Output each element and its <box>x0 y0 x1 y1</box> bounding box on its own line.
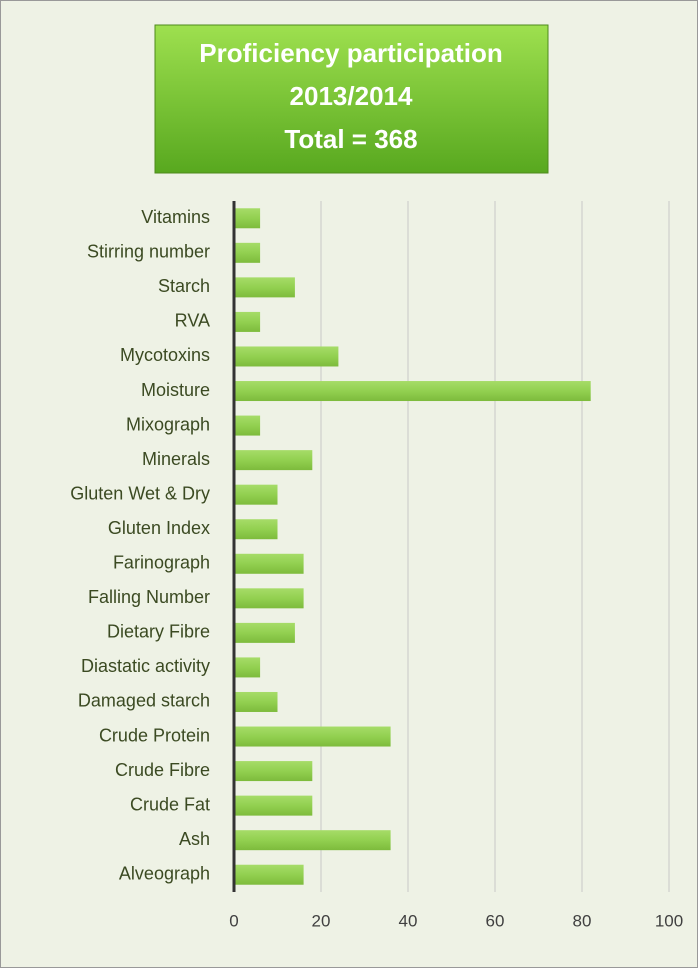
bar <box>234 381 591 402</box>
bar <box>234 864 304 885</box>
y-tick-label: Gluten Wet & Dry <box>70 483 210 503</box>
y-tick-label: Farinograph <box>113 553 210 573</box>
bar <box>234 450 313 471</box>
bar <box>234 691 278 712</box>
y-tick-label: Minerals <box>142 449 210 469</box>
y-tick-label: Crude Fibre <box>115 760 210 780</box>
y-tick-label: Starch <box>158 276 210 296</box>
bar <box>234 208 261 229</box>
y-tick-label: Crude Fat <box>130 794 210 814</box>
bar <box>234 311 261 332</box>
y-tick-label: Mycotoxins <box>120 345 210 365</box>
bar <box>234 553 304 574</box>
y-tick-label: Dietary Fibre <box>107 622 210 642</box>
x-tick-label: 60 <box>486 911 505 930</box>
bar <box>234 588 304 609</box>
bar <box>234 277 295 298</box>
bar <box>234 519 278 540</box>
y-tick-label: Mixograph <box>126 414 210 434</box>
chart-title: Total = 368 <box>284 124 417 154</box>
chart-title: Proficiency participation <box>199 38 502 68</box>
bar <box>234 761 313 782</box>
bar <box>234 795 313 816</box>
y-tick-label: Moisture <box>141 380 210 400</box>
y-tick-label: Crude Protein <box>99 725 210 745</box>
title-box <box>154 24 549 174</box>
x-tick-label: 100 <box>655 911 683 930</box>
bar <box>234 657 261 678</box>
bar <box>234 346 339 367</box>
y-tick-label: Damaged starch <box>78 691 210 711</box>
y-tick-label: RVA <box>175 311 210 331</box>
x-tick-label: 20 <box>312 911 331 930</box>
y-tick-label: Alveograph <box>119 863 210 883</box>
y-tick-label: Stirring number <box>87 242 210 262</box>
bar <box>234 830 391 851</box>
y-tick-label: Diastatic activity <box>81 656 210 676</box>
y-tick-label: Vitamins <box>141 207 210 227</box>
bar <box>234 242 261 263</box>
chart-title: 2013/2014 <box>290 81 413 111</box>
y-tick-label: Ash <box>179 829 210 849</box>
bar <box>234 484 278 505</box>
bar <box>234 622 295 643</box>
x-tick-label: 80 <box>573 911 592 930</box>
bar <box>234 415 261 436</box>
x-tick-label: 0 <box>229 911 238 930</box>
y-tick-label: Falling Number <box>88 587 210 607</box>
y-tick-label: Gluten Index <box>108 518 210 538</box>
x-tick-label: 40 <box>399 911 418 930</box>
bar <box>234 726 391 747</box>
